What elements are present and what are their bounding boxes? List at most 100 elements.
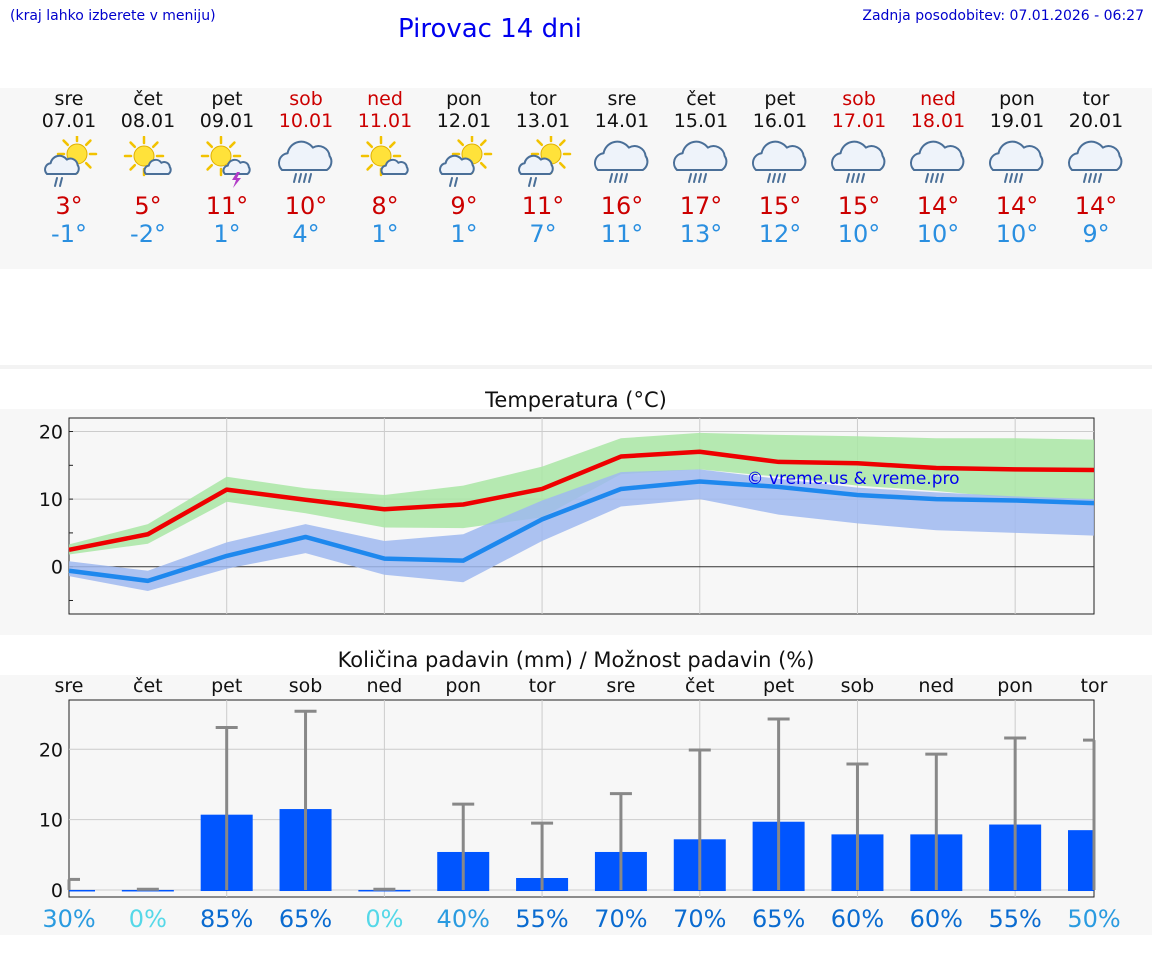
last-updated: Zadnja posodobitev: 07.01.2026 - 06:27 bbox=[862, 8, 1144, 24]
day-column: pet 16.01 15° 12° bbox=[741, 88, 819, 248]
max-temperature: 8° bbox=[371, 192, 399, 220]
day-date: 08.01 bbox=[120, 110, 176, 132]
min-temperature: -1° bbox=[51, 220, 87, 248]
y-tick-label: 0 bbox=[51, 880, 63, 902]
day-name: čet bbox=[686, 88, 716, 110]
min-temperature: 10° bbox=[837, 220, 881, 248]
max-temperature: 3° bbox=[55, 192, 83, 220]
cloud-rain-icon bbox=[752, 140, 807, 183]
sun-cloud-icon bbox=[360, 136, 409, 177]
precipitation-probability: 55% bbox=[515, 905, 568, 933]
day-name: ned bbox=[367, 88, 403, 110]
min-temperature-line bbox=[68, 479, 1095, 584]
day-name: čet bbox=[133, 88, 163, 110]
day-column: čet 08.01 5° -2° bbox=[109, 88, 187, 248]
min-temperature: 4° bbox=[292, 220, 320, 248]
cloud-rain-icon bbox=[910, 140, 965, 183]
min-temperature: 7° bbox=[529, 220, 557, 248]
x-tick-label: sob bbox=[841, 675, 875, 697]
daily-forecast-strip: sre 07.01 3° -1° čet 08.01 5° -2° pet 09.01 11° 1° s… bbox=[0, 88, 1152, 269]
max-temperature: 15° bbox=[837, 192, 881, 220]
y-tick-label: 20 bbox=[39, 422, 63, 444]
precipitation-probability: 65% bbox=[279, 905, 332, 933]
day-date: 09.01 bbox=[199, 110, 255, 132]
min-temperature: 10° bbox=[916, 220, 960, 248]
max-temperature: 14° bbox=[1074, 192, 1118, 220]
day-column: sob 10.01 10° 4° bbox=[267, 88, 345, 248]
cloud-rain-icon bbox=[594, 140, 649, 183]
min-temperature: 9° bbox=[1082, 220, 1110, 248]
day-date: 07.01 bbox=[41, 110, 97, 132]
precipitation-probability: 0% bbox=[129, 905, 167, 933]
min-temperature-band bbox=[69, 469, 1094, 592]
x-tick-label: sob bbox=[289, 675, 323, 697]
precipitation-probability: 30% bbox=[42, 905, 95, 933]
x-tick-label: sre bbox=[55, 675, 84, 697]
y-tick-label: 0 bbox=[51, 557, 63, 579]
day-column: ned 18.01 14° 10° bbox=[899, 88, 977, 248]
temperature-chart-title: Temperatura (°C) bbox=[485, 388, 667, 412]
precipitation-probability: 85% bbox=[200, 905, 253, 933]
day-column: sre 07.01 3° -1° bbox=[30, 88, 108, 248]
x-tick-label: pon bbox=[997, 675, 1033, 697]
y-tick-label: 20 bbox=[39, 739, 63, 761]
x-tick-label: čet bbox=[133, 675, 163, 697]
sun-cloud-icon bbox=[123, 136, 172, 177]
day-date: 10.01 bbox=[278, 110, 334, 132]
x-tick-label: tor bbox=[529, 675, 556, 697]
x-tick-label: čet bbox=[685, 675, 715, 697]
day-name: pon bbox=[446, 88, 482, 110]
precipitation-probability: 60% bbox=[831, 905, 884, 933]
precipitation-probability: 50% bbox=[1067, 905, 1120, 933]
day-date: 15.01 bbox=[673, 110, 729, 132]
day-column: pet 09.01 11° 1° bbox=[188, 88, 266, 248]
min-temperature: 13° bbox=[679, 220, 723, 248]
cloud-rain-icon bbox=[831, 140, 886, 183]
max-temperature: 17° bbox=[679, 192, 723, 220]
day-date: 11.01 bbox=[357, 110, 413, 132]
day-column: tor 13.01 11° 7° bbox=[504, 88, 582, 248]
min-temperature: 1° bbox=[371, 220, 399, 248]
max-temperature: 16° bbox=[600, 192, 644, 220]
day-name: pet bbox=[764, 88, 796, 110]
temperature-chart: 0 10 20 © vreme.us & vreme.pro bbox=[39, 417, 1095, 615]
precipitation-chart: 0 10 20 sre čet pet sob ned pon tor sre čet pet sob ne… bbox=[39, 675, 1121, 933]
day-date: 12.01 bbox=[436, 110, 492, 132]
day-name: pon bbox=[999, 88, 1035, 110]
x-tick-label: ned bbox=[366, 675, 402, 697]
precipitation-probability: 0% bbox=[365, 905, 403, 933]
partly-sunny-rain-icon bbox=[518, 136, 572, 187]
precipitation-probability: 60% bbox=[910, 905, 963, 933]
max-temperature: 9° bbox=[450, 192, 478, 220]
min-temperature: -2° bbox=[130, 220, 166, 248]
day-name: sre bbox=[54, 88, 84, 110]
day-column: ned 11.01 8° 1° bbox=[346, 88, 424, 248]
day-date: 16.01 bbox=[752, 110, 808, 132]
precipitation-probability: 70% bbox=[673, 905, 726, 933]
min-temperature: 1° bbox=[213, 220, 241, 248]
partly-sunny-rain-icon bbox=[439, 136, 493, 187]
y-tick-label: 10 bbox=[39, 810, 63, 832]
precipitation-chart-title: Količina padavin (mm) / Možnost padavin … bbox=[337, 648, 815, 672]
day-column: pon 19.01 14° 10° bbox=[978, 88, 1056, 248]
day-name: tor bbox=[529, 88, 557, 110]
day-name: pet bbox=[211, 88, 243, 110]
sun-storm-icon bbox=[200, 136, 251, 188]
cloud-rain-icon bbox=[673, 140, 728, 183]
min-temperature: 1° bbox=[450, 220, 478, 248]
max-temperature: 11° bbox=[205, 192, 249, 220]
x-tick-label: pon bbox=[445, 675, 481, 697]
day-column: čet 15.01 17° 13° bbox=[662, 88, 740, 248]
day-date: 17.01 bbox=[831, 110, 887, 132]
precipitation-bar bbox=[1068, 830, 1094, 892]
min-temperature: 11° bbox=[600, 220, 644, 248]
precipitation-probability: 65% bbox=[752, 905, 805, 933]
day-name: tor bbox=[1082, 88, 1110, 110]
day-name: ned bbox=[920, 88, 956, 110]
x-tick-label: ned bbox=[918, 675, 954, 697]
max-temperature-line bbox=[68, 449, 1095, 553]
partly-sunny-rain-icon bbox=[44, 136, 98, 187]
min-temperature: 10° bbox=[995, 220, 1039, 248]
precipitation-bar bbox=[69, 889, 95, 892]
max-temperature: 10° bbox=[284, 192, 328, 220]
